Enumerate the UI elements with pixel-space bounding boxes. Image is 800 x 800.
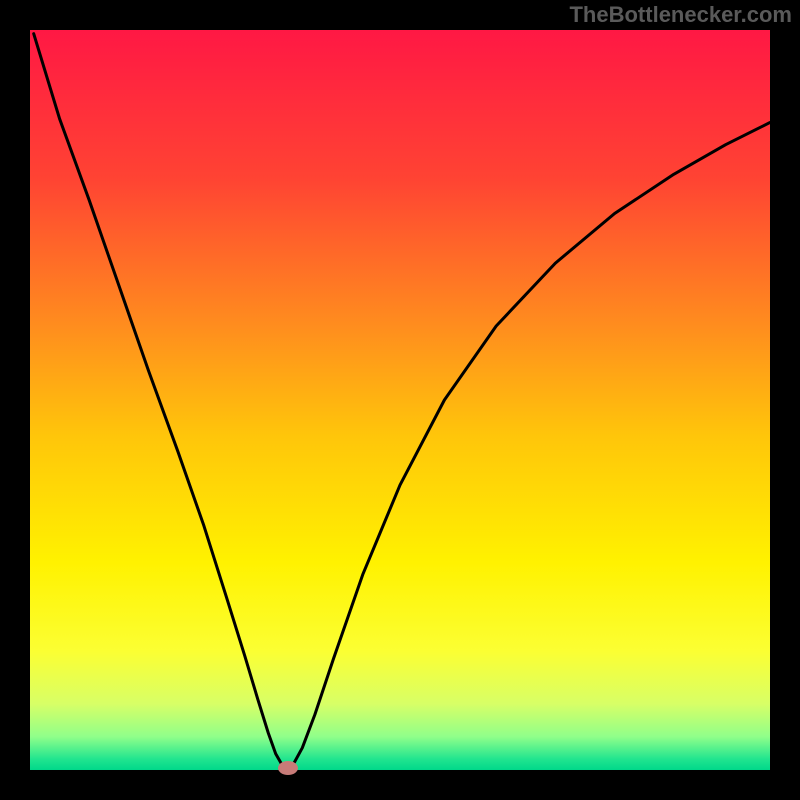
bottleneck-curve — [30, 30, 770, 770]
optimal-point-marker — [278, 761, 298, 775]
watermark-text: TheBottlenecker.com — [569, 2, 792, 28]
outer-frame: TheBottlenecker.com — [0, 0, 800, 800]
bottleneck-curve-path — [34, 34, 770, 769]
chart-plot-area — [30, 30, 770, 770]
